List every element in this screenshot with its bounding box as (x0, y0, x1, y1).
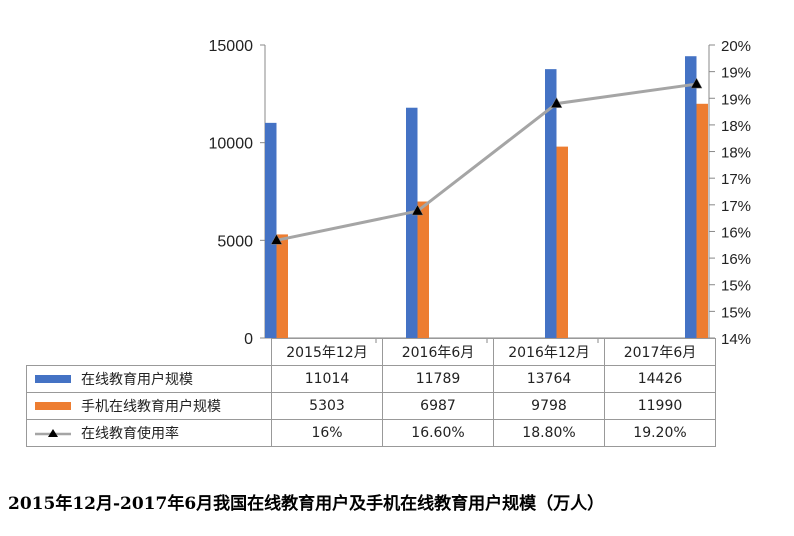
table-row: 在线教育使用率 16% 16.60% 18.80% 19.20% (26, 419, 716, 447)
svg-text:16%: 16% (721, 251, 751, 268)
table-cell: 16.60% (382, 419, 494, 447)
svg-text:20%: 20% (721, 38, 751, 55)
chart-caption: 2015年12月-2017年6月我国在线教育用户及手机在线教育用户规模（万人） (8, 494, 605, 514)
table-cell: 16% (271, 419, 383, 447)
svg-text:18%: 18% (721, 118, 751, 135)
table-cell: 19.20% (604, 419, 716, 447)
bar-series (265, 56, 708, 339)
line-triangle-legend-icon (33, 426, 73, 442)
svg-text:17%: 17% (721, 198, 751, 215)
table-row: 在线教育用户规模 11014 11789 13764 14426 (26, 365, 716, 393)
table-header-row: 2015年12月 2016年6月 2016年12月 2017年6月 (26, 338, 716, 366)
table-row: 手机在线教育用户规模 5303 6987 9798 11990 (26, 392, 716, 420)
svg-text:15%: 15% (721, 304, 751, 321)
data-table: 2015年12月 2016年6月 2016年12月 2017年6月 在线教育用户… (26, 338, 716, 447)
line-series (270, 77, 703, 245)
category-header: 2016年6月 (382, 338, 494, 366)
svg-text:14%: 14% (721, 331, 751, 348)
table-cell: 5303 (271, 392, 383, 420)
blue-bar-legend-icon (33, 372, 73, 388)
svg-text:18%: 18% (721, 145, 751, 162)
table-cell: 6987 (382, 392, 494, 420)
table-cell: 9798 (493, 392, 605, 420)
svg-text:17%: 17% (721, 171, 751, 188)
category-header: 2017年6月 (604, 338, 716, 366)
category-header: 2015年12月 (271, 338, 383, 366)
right-axis: 14% 15% 15% 16% 16% 17% 17% 18% 18% 19% 19% 20% (708, 38, 751, 348)
table-cell: 13764 (493, 365, 605, 393)
svg-text:15%: 15% (721, 278, 751, 295)
table-cell: 14426 (604, 365, 716, 393)
table-cell: 11014 (271, 365, 383, 393)
svg-text:19%: 19% (721, 65, 751, 82)
svg-text:5000: 5000 (217, 233, 253, 250)
series-label: 手机在线教育用户规模 (81, 399, 221, 415)
table-cell: 11990 (604, 392, 716, 420)
orange-bar-legend-icon (33, 399, 73, 415)
svg-text:10000: 10000 (209, 136, 254, 153)
table-cell: 18.80% (493, 419, 605, 447)
svg-text:15000: 15000 (209, 38, 254, 55)
svg-text:19%: 19% (721, 91, 751, 108)
series-label: 在线教育用户规模 (81, 372, 193, 388)
svg-text:16%: 16% (721, 224, 751, 241)
category-header: 2016年12月 (493, 338, 605, 366)
series-label: 在线教育使用率 (81, 426, 179, 442)
table-cell: 11789 (382, 365, 494, 393)
